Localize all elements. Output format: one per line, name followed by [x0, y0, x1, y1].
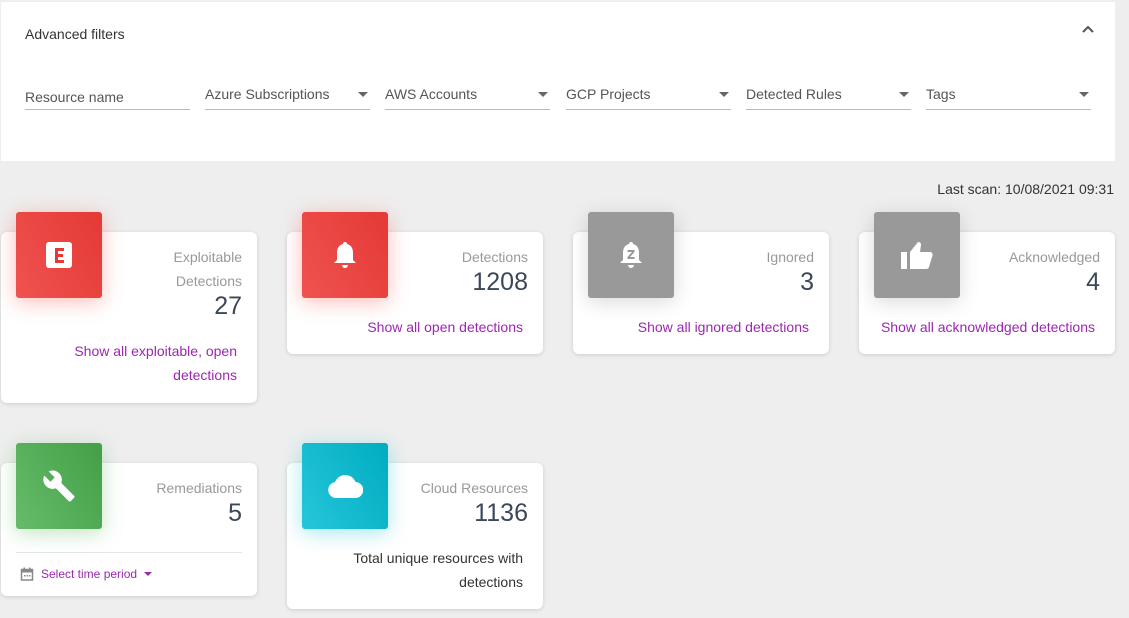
tags-select[interactable]: Tags	[926, 80, 1091, 110]
chevron-up-icon[interactable]	[1081, 22, 1095, 36]
show-exploitable-link[interactable]: Show all exploitable, open detections	[74, 343, 237, 383]
caret-down-icon	[719, 92, 729, 97]
caret-down-icon	[358, 92, 368, 97]
select-label: GCP Projects	[566, 86, 651, 102]
card-label: Remediations	[156, 480, 242, 496]
advanced-filters-title: Advanced filters	[25, 26, 125, 42]
select-label: Tags	[926, 86, 956, 102]
advanced-filters-panel: Advanced filters Resource name Azure Sub…	[1, 2, 1115, 161]
card-value: 3	[800, 268, 814, 296]
calendar-icon	[20, 567, 34, 581]
bell-icon	[302, 212, 388, 298]
resource-name-placeholder: Resource name	[25, 89, 124, 105]
caret-down-icon	[899, 92, 909, 97]
last-scan: Last scan: 10/08/2021 09:31	[937, 181, 1114, 197]
wrench-icon	[16, 443, 102, 529]
select-label: AWS Accounts	[385, 86, 478, 102]
show-open-detections-link[interactable]: Show all open detections	[367, 319, 523, 335]
select-time-period-label: Select time period	[41, 567, 138, 581]
card-label: Ignored	[766, 249, 814, 265]
card-description: Total unique resources with detections	[353, 550, 523, 590]
select-time-period-dropdown[interactable]: Select time period	[20, 567, 153, 581]
exploitable-detections-card: Exploitable Detections 27 Show all explo…	[1, 232, 257, 403]
card-value: 27	[214, 292, 242, 320]
bell-snooze-icon	[588, 212, 674, 298]
caret-down-icon	[538, 92, 548, 97]
show-acknowledged-link[interactable]: Show all acknowledged detections	[880, 319, 1095, 335]
caret-down-icon	[144, 572, 153, 576]
show-ignored-link[interactable]: Show all ignored detections	[637, 319, 809, 335]
aws-accounts-select[interactable]: AWS Accounts	[385, 80, 550, 110]
gcp-projects-select[interactable]: GCP Projects	[566, 80, 731, 110]
card-value: 1208	[472, 268, 528, 296]
caret-down-icon	[1079, 92, 1089, 97]
thumbs-up-icon	[874, 212, 960, 298]
card-value: 4	[1086, 268, 1100, 296]
resource-name-input[interactable]: Resource name	[25, 80, 190, 110]
select-label: Azure Subscriptions	[205, 86, 330, 102]
card-label: Detections	[461, 249, 528, 265]
card-label: Exploitable Detections	[173, 249, 243, 289]
detected-rules-select[interactable]: Detected Rules	[746, 80, 911, 110]
cloud-icon	[302, 443, 388, 529]
card-label: Acknowledged	[1008, 249, 1100, 265]
select-label: Detected Rules	[746, 86, 842, 102]
card-label: Cloud Resources	[420, 480, 528, 496]
azure-subscriptions-select[interactable]: Azure Subscriptions	[205, 80, 370, 110]
exploit-e-icon	[16, 212, 102, 298]
divider	[16, 552, 242, 553]
card-value: 5	[228, 499, 242, 527]
card-value: 1136	[474, 499, 528, 527]
